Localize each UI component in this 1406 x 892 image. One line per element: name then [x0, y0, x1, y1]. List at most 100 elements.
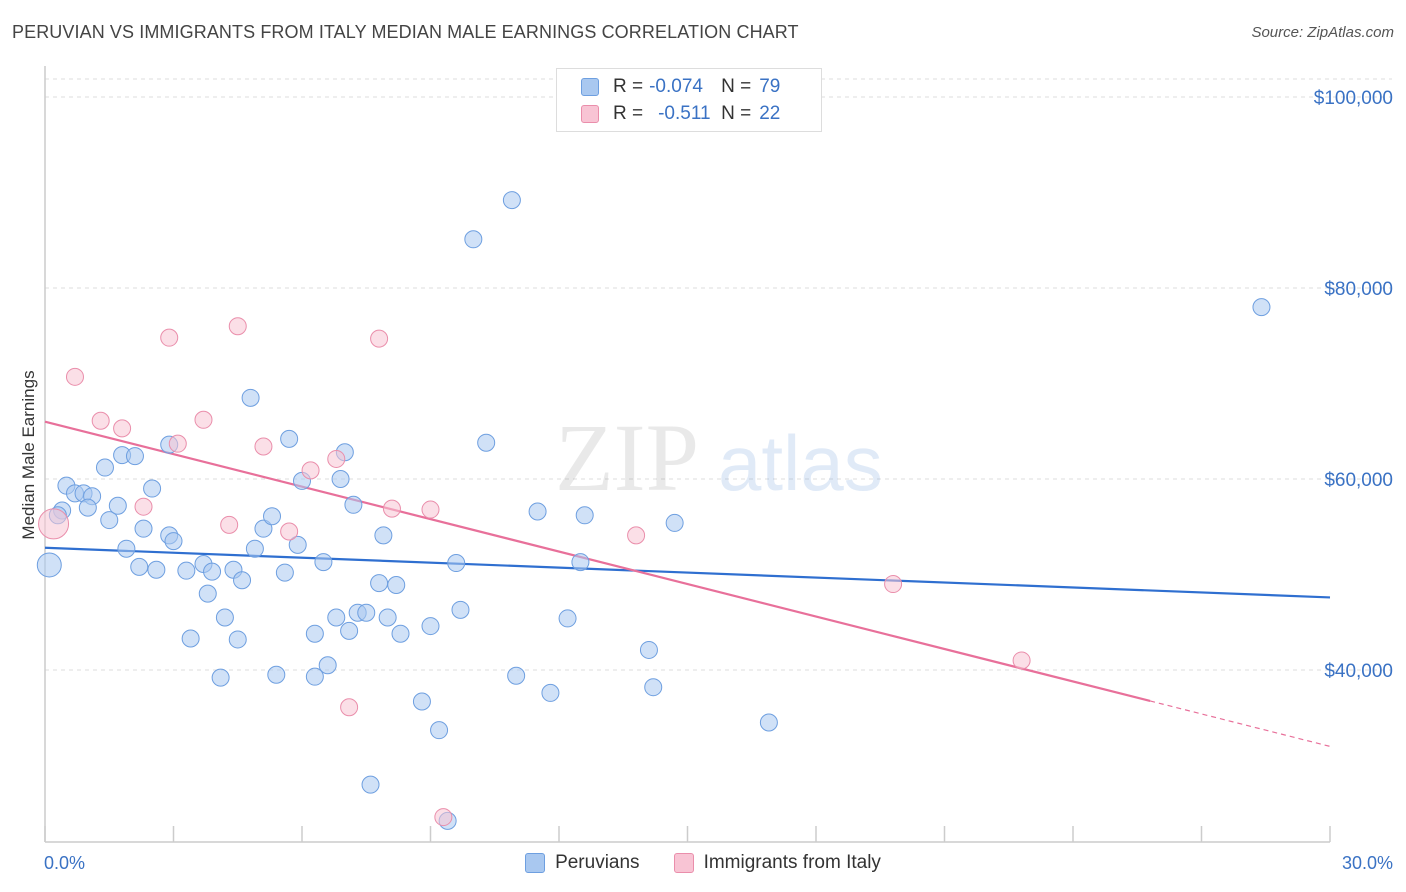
- data-point: [147, 560, 166, 579]
- data-point: [430, 721, 449, 740]
- data-point: [382, 499, 401, 518]
- data-point: [412, 692, 431, 711]
- data-point: [95, 458, 114, 477]
- series-label-italy: Immigrants from Italy: [703, 852, 881, 873]
- data-point: [280, 522, 299, 541]
- data-point: [181, 629, 200, 648]
- series-label-peruvians: Peruvians: [555, 852, 640, 873]
- watermark: ZIP atlas: [555, 404, 883, 511]
- legend-row-italy: R = -0.511 N = 22: [581, 101, 780, 127]
- data-point: [314, 553, 333, 572]
- series-peruvians: [36, 191, 1271, 830]
- data-point: [125, 447, 144, 466]
- data-point: [318, 656, 337, 675]
- data-point: [639, 640, 658, 659]
- data-point: [220, 515, 239, 534]
- data-point: [36, 552, 62, 578]
- source-label: Source: ZipAtlas.com: [1251, 24, 1394, 41]
- y-axis-title: Median Male Earnings: [19, 370, 38, 539]
- data-point: [91, 411, 110, 430]
- data-point: [275, 563, 294, 582]
- data-point: [759, 713, 778, 732]
- data-point: [528, 502, 547, 521]
- data-point: [267, 665, 286, 684]
- data-point: [434, 808, 453, 827]
- data-point: [391, 624, 410, 643]
- legend-r-label: R =: [613, 76, 644, 97]
- watermark-atlas: atlas: [718, 419, 883, 507]
- data-point: [507, 666, 526, 685]
- legend-n-value: 79: [759, 76, 781, 97]
- data-point: [78, 498, 97, 517]
- data-point: [134, 519, 153, 538]
- y-tick-label: $40,000: [1324, 661, 1393, 682]
- data-point: [340, 698, 359, 717]
- trend-line-italy: [44, 420, 1151, 703]
- data-point: [571, 553, 590, 572]
- x-tick-label: 30.0%: [1342, 853, 1393, 873]
- y-tick-label: $60,000: [1324, 470, 1393, 491]
- data-point: [134, 497, 153, 516]
- chart-title: PERUVIAN VS IMMIGRANTS FROM ITALY MEDIAN…: [12, 22, 799, 42]
- data-point: [194, 410, 213, 429]
- data-point: [305, 667, 324, 686]
- watermark-zip: ZIP: [555, 404, 699, 511]
- data-point: [370, 574, 389, 593]
- data-point: [228, 630, 247, 649]
- data-point: [421, 617, 440, 636]
- data-point: [245, 539, 264, 558]
- data-point: [168, 434, 187, 453]
- data-point: [327, 608, 346, 627]
- data-point: [575, 506, 594, 525]
- data-point: [374, 526, 393, 545]
- data-point: [357, 603, 376, 622]
- data-point: [113, 419, 132, 438]
- data-point: [1252, 298, 1271, 317]
- data-point: [241, 388, 260, 407]
- data-point: [361, 775, 380, 794]
- data-point: [464, 230, 483, 249]
- series-legend-italy[interactable]: Immigrants from Italy: [673, 852, 881, 874]
- data-point: [502, 191, 521, 210]
- data-point: [108, 496, 127, 515]
- data-point: [331, 470, 350, 488]
- series-legend-peruvians[interactable]: Peruvians: [525, 852, 640, 874]
- data-point: [644, 678, 663, 697]
- legend-swatch-italy: [581, 105, 599, 123]
- data-point: [228, 317, 247, 336]
- y-tick-label: $100,000: [1314, 88, 1393, 109]
- legend-r-value: -0.511: [658, 103, 711, 124]
- data-points: [36, 191, 1271, 830]
- data-point: [254, 437, 273, 456]
- data-point: [203, 562, 222, 581]
- data-point: [130, 557, 149, 576]
- data-point: [215, 608, 234, 627]
- legend-r-value: -0.074: [649, 76, 703, 97]
- axes: [44, 66, 1331, 843]
- series-legend: Peruvians Immigrants from Italy: [0, 852, 1406, 874]
- data-point: [263, 507, 282, 526]
- data-point: [117, 539, 136, 558]
- y-tick-labels: $40,000 $60,000 $80,000 $100,000: [1314, 88, 1393, 682]
- data-point: [301, 461, 320, 480]
- data-point: [451, 600, 470, 619]
- data-point: [421, 500, 440, 519]
- legend-n-value: 22: [759, 103, 781, 124]
- data-point: [884, 575, 903, 594]
- data-point: [177, 561, 196, 580]
- data-point: [1012, 651, 1031, 670]
- data-point: [344, 495, 363, 514]
- data-point: [370, 329, 389, 348]
- y-tick-label: $80,000: [1324, 279, 1393, 300]
- data-point: [327, 449, 346, 468]
- data-point: [254, 519, 273, 538]
- x-tick-label: 0.0%: [44, 853, 85, 873]
- data-point: [288, 535, 307, 554]
- data-point: [558, 609, 577, 628]
- data-point: [447, 554, 466, 573]
- data-point: [665, 513, 684, 532]
- data-point: [198, 584, 217, 603]
- data-point: [378, 608, 397, 627]
- data-point: [340, 621, 359, 640]
